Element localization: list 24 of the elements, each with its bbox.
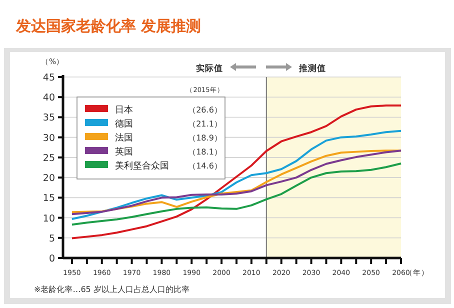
text: ※老龄化率…65 岁以上人口占总人口的比率 bbox=[34, 285, 190, 294]
y-tick-label: 0 bbox=[48, 254, 55, 264]
y-tick-label: 45 bbox=[42, 72, 55, 84]
text: 推测值 bbox=[298, 63, 326, 74]
y-tick-label: 20 bbox=[42, 173, 55, 184]
y-tick-label: 25 bbox=[42, 152, 55, 164]
legend-label: 德国 bbox=[115, 118, 133, 130]
annotation: （26.6） bbox=[188, 106, 222, 114]
legend-label: 法国 bbox=[115, 132, 133, 144]
annotation: （14.6） bbox=[188, 162, 222, 170]
legend-label: 美利坚合众国 bbox=[115, 160, 169, 172]
chart-title: 发达国家老龄化率 发展推测 bbox=[15, 17, 202, 35]
y-tick-label: 15 bbox=[42, 193, 55, 204]
y-tick-label: 10 bbox=[42, 213, 55, 224]
y-tick-label: 40 bbox=[42, 92, 55, 104]
legend-label: 日本 bbox=[115, 104, 133, 116]
annotation: （18.9） bbox=[188, 134, 222, 142]
annotation: （21.1） bbox=[188, 120, 222, 128]
y-tick-label: 30 bbox=[42, 132, 55, 144]
legend-label: 英国 bbox=[115, 146, 133, 158]
text: 实际值 bbox=[196, 63, 223, 74]
annotation: （18.1） bbox=[188, 148, 222, 156]
y-tick-label: 5 bbox=[48, 233, 55, 244]
y-tick-label: 35 bbox=[42, 112, 55, 124]
